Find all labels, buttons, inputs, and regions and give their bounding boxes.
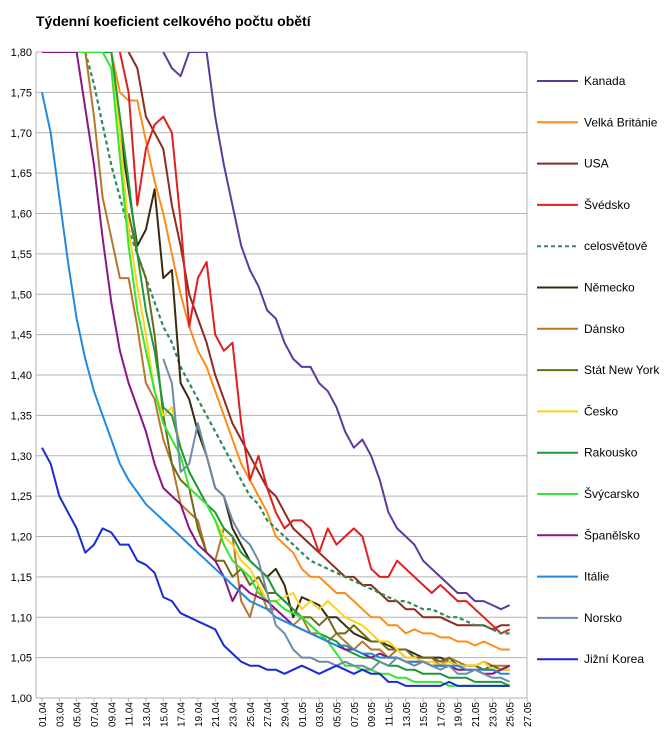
y-tick-label: 1,65 [11,168,32,180]
y-tick-label: 1,55 [11,249,32,261]
legend-item: Německo [537,281,635,295]
series-line-rakousko [42,52,511,687]
legend-item: Itálie [537,570,610,584]
legend-item: Dánsko [537,322,625,336]
y-tick-label: 1,30 [11,451,32,463]
y-tick-label: 1,00 [11,693,32,705]
legend-label: Česko [584,403,618,418]
x-tick-label: 17.05 [436,702,447,727]
legend-item: Španělsko [537,527,640,542]
y-tick-label: 1,40 [11,370,32,382]
x-tick-label: 27.04 [263,702,274,727]
series-line-švédsko [118,52,511,635]
y-tick-label: 1,35 [11,410,32,422]
x-tick-label: 11.05 [384,702,395,727]
legend-item: celosvětově [537,239,648,253]
legend-item: Norsko [537,611,622,625]
x-tick-label: 15.04 [159,702,170,727]
x-tick-label: 07.04 [90,702,101,727]
x-tick-label: 25.05 [506,702,517,727]
x-tick-label: 09.04 [107,702,118,727]
series-layer [41,52,511,687]
x-tick-label: 21.05 [471,702,482,727]
legend-label: Jižní Korea [584,652,644,666]
x-tick-label: 09.05 [367,702,378,727]
legend-label: Kanada [584,74,626,88]
legend-item: Rakousko [537,446,638,460]
x-tick-label: 05.04 [73,702,84,727]
x-tick-label: 05.05 [332,702,343,727]
x-tick-label: 11.04 [125,702,136,727]
grid-layer [35,51,528,699]
legend-label: Španělsko [584,527,640,542]
legend-label: Dánsko [584,322,625,336]
series-line-jižní-korea [41,447,510,687]
x-tick-label: 21.04 [211,702,222,727]
legend-label: USA [584,157,609,171]
series-line-stát-new-york [127,213,510,671]
series-line-švýcarsko [42,52,510,687]
y-tick-label: 1,80 [11,47,32,59]
chart-title: Týdenní koeficient celkového počtu obětí [36,13,311,29]
x-tick-label: 15.05 [419,702,430,727]
x-tick-label: 07.05 [350,702,361,727]
legend-item: Jižní Korea [537,652,644,666]
y-tick-label: 1,25 [11,491,32,503]
series-line-usa [127,52,510,631]
x-tick-label: 23.05 [488,702,499,727]
series-line-kanada [162,52,511,611]
x-tick-label: 19.05 [454,702,465,727]
legend-item: Švédsko [537,197,630,212]
x-tick-label: 25.04 [246,702,257,727]
legend-item: Švýcarsko [537,486,640,501]
y-tick-label: 1,60 [11,209,32,221]
legend-item: Česko [537,403,618,418]
x-tick-label: 29.04 [281,702,292,727]
legend-item: USA [537,157,609,171]
legend-item: Stát New York [537,363,660,377]
y-tick-label: 1,70 [11,128,32,140]
y-tick-label: 1,05 [11,653,32,665]
series-line-celosvětově [84,52,510,635]
axis-layer: 1,00 1,05 1,10 1,15 1,20 1,25 1,30 1,35 1,40 1,45… [11,47,534,727]
x-tick-label: 27.05 [523,702,534,727]
legend-label: Norsko [584,611,622,625]
y-tick-label: 1,75 [11,87,32,99]
legend-label: Itálie [584,570,610,584]
legend-label: Rakousko [584,446,638,460]
legend-label: Švýcarsko [584,486,640,501]
legend: Kanada Velká Británie USA Švédsko celosvětov… [537,74,660,666]
legend-item: Velká Británie [537,115,658,129]
x-tick-label: 13.05 [402,702,413,727]
legend-label: Velká Británie [584,115,658,129]
x-tick-label: 01.04 [38,702,49,727]
legend-item: Kanada [537,74,626,88]
x-tick-label: 17.04 [177,702,188,727]
series-line-dánsko [59,52,510,667]
y-tick-label: 1,10 [11,612,32,624]
x-tick-label: 03.04 [55,702,66,727]
y-tick-label: 1,20 [11,532,32,544]
y-tick-label: 1,15 [11,572,32,584]
series-line-španělsko [42,52,511,675]
x-tick-label: 03.05 [315,702,326,727]
x-tick-label: 19.04 [194,702,205,727]
y-tick-label: 1,45 [11,330,32,342]
legend-label: celosvětově [584,239,648,253]
x-tick-label: 13.04 [142,702,153,727]
x-tick-label: 01.05 [298,702,309,727]
legend-label: Stát New York [584,363,660,377]
series-line-velká-británie [102,52,510,651]
y-tick-label: 1,50 [11,289,32,301]
legend-label: Švédsko [584,197,630,212]
legend-label: Německo [584,281,635,295]
x-tick-label: 23.04 [229,702,240,727]
